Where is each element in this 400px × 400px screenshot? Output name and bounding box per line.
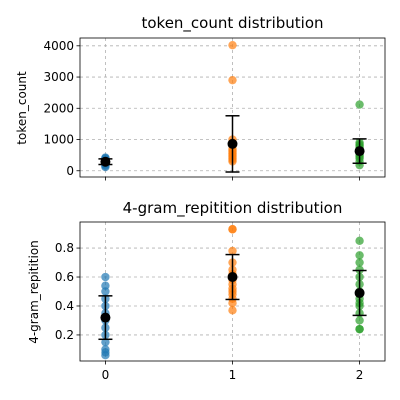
four-gram-xtick-label: 0 [102, 368, 110, 382]
token-count-point-2 [355, 100, 364, 109]
four-gram-point-2 [355, 251, 364, 260]
four-gram-point-1 [228, 225, 237, 234]
four-gram-xtick-label: 1 [229, 368, 237, 382]
token-count-ytick-label: 2000 [43, 101, 74, 115]
four-gram-mean-point-1 [227, 272, 238, 283]
four-gram-point-0 [101, 272, 110, 282]
four-gram-point-0 [101, 345, 110, 354]
four-gram-ylabel: 4-gram_repitition [27, 240, 41, 344]
four-gram-ytick-label: 0.8 [55, 241, 74, 255]
four-gram-point-0 [101, 281, 110, 290]
token-count-ytick-label: 3000 [43, 70, 74, 84]
four-gram-point-2 [355, 324, 364, 334]
token-count-panel: token_count distribution token_count 0 10… [15, 14, 386, 181]
four-gram-point-1 [228, 246, 237, 256]
token-count-mean-point-0 [100, 156, 111, 167]
four-gram-marks [98, 225, 367, 360]
token-count-ylabel: token_count [15, 71, 29, 145]
four-gram-mean-point-0 [100, 312, 111, 323]
token-count-mean-point-1 [227, 138, 238, 149]
four-gram-ytick-label: 0.6 [55, 270, 74, 284]
four-gram-point-0 [101, 287, 110, 296]
four-gram-point-0 [101, 337, 110, 347]
four-gram-ytick-label: 0.4 [55, 299, 74, 313]
four-gram-point-2 [355, 316, 364, 325]
token-count-point-1 [228, 75, 237, 85]
four-gram-title: 4-gram_repitition distribution [123, 199, 343, 218]
four-gram-point-2 [355, 236, 364, 246]
token-count-title: token_count distribution [141, 14, 323, 33]
token-count-ytick-label: 4000 [43, 39, 74, 53]
four-gram-axes: 0.2 0.4 0.6 0.8 0 1 2 [55, 221, 386, 382]
token-count-point-1 [228, 40, 237, 50]
four-gram-xtick-label: 2 [356, 368, 364, 382]
four-gram-point-1 [228, 306, 237, 315]
token-count-marks [98, 40, 367, 173]
token-count-axes: 0 1000 2000 3000 4000 [43, 37, 386, 181]
four-gram-ytick-label: 0.2 [55, 328, 74, 342]
token-count-mean-point-2 [354, 146, 365, 157]
four-gram-point-2 [355, 258, 364, 267]
four-gram-mean-point-2 [354, 287, 365, 298]
four-gram-panel: 4-gram_repitition distribution 4-gram_re… [27, 199, 386, 382]
token-count-ytick-label: 0 [66, 164, 74, 178]
token-count-ytick-label: 1000 [43, 133, 74, 147]
